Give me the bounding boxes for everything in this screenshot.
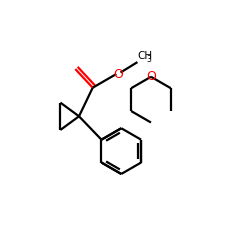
Text: CH: CH: [138, 51, 152, 61]
Text: O: O: [113, 68, 123, 80]
Text: 3: 3: [147, 55, 152, 64]
Text: O: O: [146, 70, 156, 83]
